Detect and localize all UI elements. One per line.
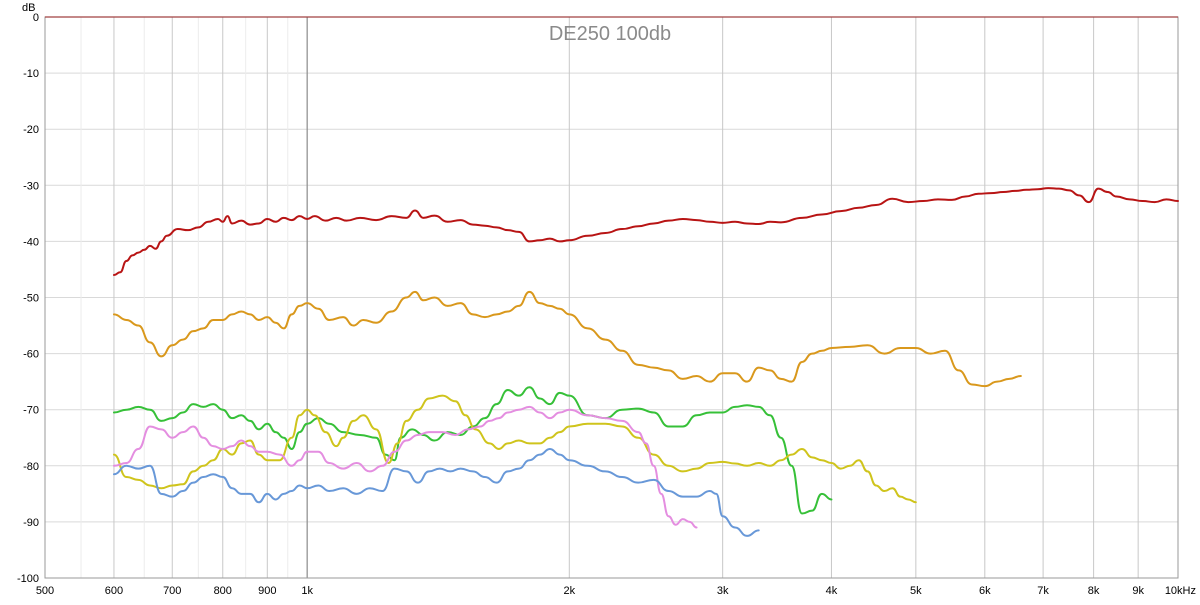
x-tick-label: 9k: [1132, 585, 1144, 597]
series-layer: [112, 187, 1179, 537]
y-tick-label: -40: [23, 236, 39, 248]
x-tick-label: 6k: [979, 585, 991, 597]
y-tick-label: -10: [23, 68, 39, 80]
series-line-2: [112, 290, 1022, 388]
y-axis-tick-labels: 0 -10 -20 -30 -40 -50 -60 -70 -80 -90 -100: [17, 12, 39, 585]
x-tick-label: 5k: [910, 585, 922, 597]
x-tick-label: 500: [36, 585, 54, 597]
series-line-5: [112, 405, 698, 529]
y-tick-label: -50: [23, 293, 39, 305]
x-tick-label: 600: [105, 585, 123, 597]
x-tick-label: 8k: [1088, 585, 1100, 597]
series-line-1: [112, 187, 1179, 277]
y-tick-label: -90: [23, 517, 39, 529]
chart-title: DE250 100db: [549, 23, 671, 45]
series-line-3: [112, 386, 833, 515]
x-axis-tick-labels: 500 600 700 800 900 1k 2k 3k 4k 5k 6k 7k 8k 9k 10kHz: [36, 585, 1196, 597]
x-tick-label: 900: [258, 585, 276, 597]
grid-lines: [44, 16, 1179, 579]
y-tick-label: -60: [23, 349, 39, 361]
x-tick-label: 700: [163, 585, 181, 597]
x-tick-label: 3k: [717, 585, 729, 597]
x-tick-label: 800: [214, 585, 232, 597]
y-tick-label: -100: [17, 573, 39, 585]
x-tick-label: 4k: [826, 585, 838, 597]
y-tick-label: -20: [23, 124, 39, 136]
x-tick-label: 2k: [563, 585, 575, 597]
y-tick-label: -70: [23, 405, 39, 417]
y-tick-label: 0: [33, 12, 39, 24]
x-tick-label: 10kHz: [1165, 585, 1196, 597]
y-tick-label: -30: [23, 180, 39, 192]
y-tick-label: -80: [23, 461, 39, 473]
y-axis-label: dB: [22, 2, 35, 14]
x-tick-label: 7k: [1037, 585, 1049, 597]
x-tick-label: 1k: [301, 585, 313, 597]
series-line-6: [112, 447, 760, 537]
